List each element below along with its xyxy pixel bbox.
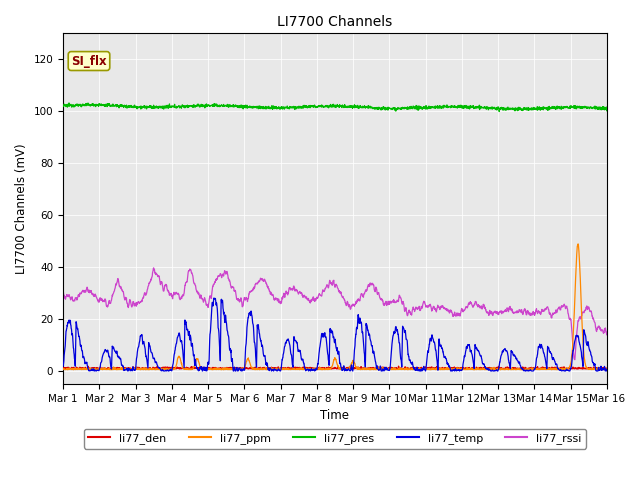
li77_den xyxy=(324,365,332,371)
Text: SI_flx: SI_flx xyxy=(71,55,107,68)
li77_temp xyxy=(59,363,67,369)
li77_temp xyxy=(588,353,596,359)
li77_ppm xyxy=(310,366,317,372)
li77_den xyxy=(588,366,596,372)
li77_den xyxy=(588,366,595,372)
li77_ppm xyxy=(209,367,216,372)
li77_rssi xyxy=(87,288,95,294)
li77_temp xyxy=(324,352,332,358)
li77_pres xyxy=(588,104,595,110)
li77_ppm xyxy=(488,366,495,372)
li77_pres xyxy=(310,104,317,110)
li77_pres xyxy=(59,103,67,109)
li77_pres xyxy=(65,100,73,106)
li77_temp xyxy=(210,295,218,301)
li77_rssi xyxy=(571,357,579,362)
li77_pres xyxy=(603,104,611,110)
li77_ppm xyxy=(588,367,596,372)
li77_temp xyxy=(488,368,496,374)
Line: li77_rssi: li77_rssi xyxy=(63,268,607,360)
li77_temp xyxy=(310,367,317,372)
li77_temp xyxy=(87,368,95,373)
li77_ppm xyxy=(87,365,95,371)
li77_rssi xyxy=(324,283,332,289)
li77_pres xyxy=(87,103,95,108)
X-axis label: Time: Time xyxy=(321,409,349,422)
li77_pres xyxy=(495,108,503,114)
li77_ppm xyxy=(324,367,332,372)
li77_rssi xyxy=(588,310,595,315)
li77_rssi xyxy=(588,310,596,316)
li77_rssi xyxy=(150,265,157,271)
li77_ppm xyxy=(574,241,582,247)
Legend: li77_den, li77_ppm, li77_pres, li77_temp, li77_rssi: li77_den, li77_ppm, li77_pres, li77_temp… xyxy=(84,429,586,449)
li77_den xyxy=(309,366,317,372)
Title: LI7700 Channels: LI7700 Channels xyxy=(277,15,392,29)
li77_temp xyxy=(124,368,132,374)
li77_den xyxy=(395,363,403,369)
li77_ppm xyxy=(603,367,611,372)
li77_den xyxy=(588,366,595,372)
li77_den xyxy=(59,366,67,372)
li77_den xyxy=(603,365,611,371)
li77_pres xyxy=(588,105,596,111)
li77_rssi xyxy=(310,294,317,300)
li77_temp xyxy=(603,367,611,372)
Line: li77_den: li77_den xyxy=(63,366,607,369)
li77_temp xyxy=(588,353,595,359)
li77_rssi xyxy=(603,332,611,337)
li77_pres xyxy=(324,103,332,108)
li77_rssi xyxy=(488,309,495,314)
li77_ppm xyxy=(588,366,595,372)
li77_pres xyxy=(488,104,495,110)
Line: li77_temp: li77_temp xyxy=(63,298,607,371)
li77_den xyxy=(87,366,95,372)
Line: li77_ppm: li77_ppm xyxy=(63,244,607,370)
Y-axis label: LI7700 Channels (mV): LI7700 Channels (mV) xyxy=(15,143,28,274)
Line: li77_pres: li77_pres xyxy=(63,103,607,111)
li77_ppm xyxy=(59,366,67,372)
li77_rssi xyxy=(59,289,67,295)
li77_den xyxy=(488,365,495,371)
